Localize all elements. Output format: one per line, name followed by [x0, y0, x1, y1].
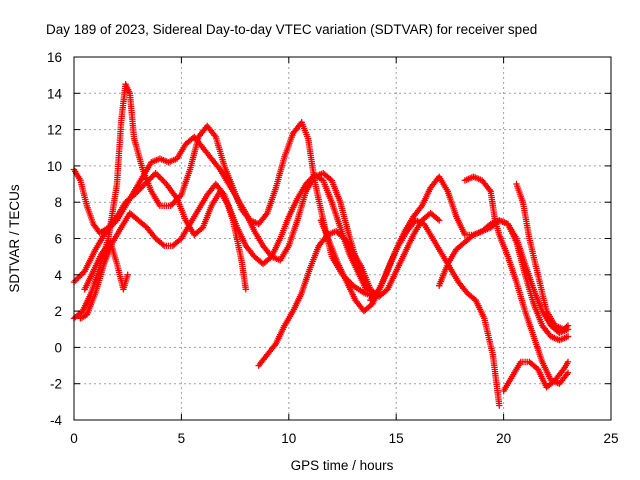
x-axis-ticks: 0 5 10 15 20 25 [70, 57, 619, 446]
y-tick-label: -2 [50, 377, 62, 392]
y-axis-ticks: -4 -2 0 2 4 6 8 10 12 14 16 [47, 50, 611, 428]
y-tick-label: 14 [47, 86, 63, 101]
y-tick-label: 12 [47, 123, 62, 138]
series-track-k [500, 358, 572, 395]
y-tick-label: 0 [54, 340, 62, 355]
series-track-i [436, 217, 572, 344]
data-point-marker [564, 322, 572, 329]
chart-title: Day 189 of 2023, Sidereal Day-to-day VTE… [46, 22, 537, 37]
y-tick-label: 6 [54, 232, 62, 247]
data-series-layer [70, 81, 572, 409]
x-tick-label: 25 [603, 431, 618, 446]
series-track-f [255, 209, 443, 369]
data-point-marker [159, 241, 166, 248]
series-track-h [367, 173, 572, 337]
series-track-l [513, 180, 572, 333]
x-tick-label: 10 [281, 431, 296, 446]
y-tick-label: 4 [54, 268, 62, 283]
data-point-marker [436, 217, 443, 224]
x-tick-label: 15 [389, 431, 404, 446]
x-tick-label: 5 [178, 431, 186, 446]
y-axis-label: SDTVAR / TECUs [7, 184, 22, 293]
y-tick-label: 10 [47, 159, 62, 174]
y-tick-label: 16 [47, 50, 62, 65]
data-point-marker [564, 333, 572, 340]
data-point-marker [564, 369, 572, 376]
x-tick-label: 20 [496, 431, 511, 446]
data-point-marker [124, 271, 131, 278]
series-track-e [81, 238, 131, 293]
data-point-marker [564, 358, 572, 366]
y-tick-label: 2 [54, 304, 62, 319]
data-point-marker [242, 286, 249, 293]
y-tick-label: 8 [54, 195, 62, 210]
x-axis-label: GPS time / hours [291, 458, 394, 473]
x-tick-label: 0 [70, 431, 78, 446]
series-track-j [461, 173, 572, 387]
series-track-d [77, 180, 249, 322]
data-point-marker [563, 323, 570, 330]
y-tick-label: -4 [50, 413, 62, 428]
data-point-marker [496, 402, 503, 409]
